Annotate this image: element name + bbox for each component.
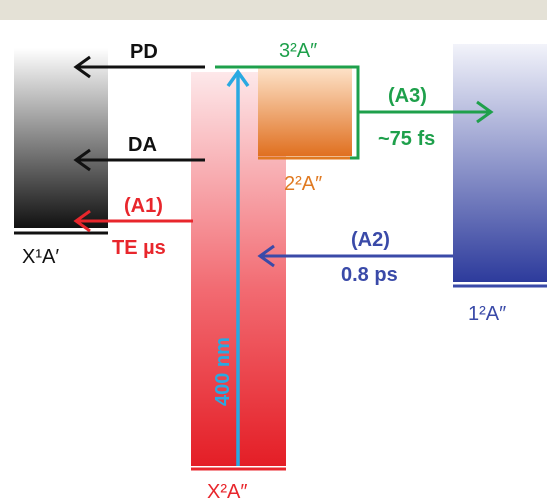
state-1A2-label: 1²A″ <box>468 303 506 325</box>
state-3A2-label: 3²A″ <box>279 40 317 62</box>
excitation-arrowhead <box>226 68 250 88</box>
a2-label: (A2) <box>351 229 390 251</box>
excitation-label: 400 nm <box>212 337 234 406</box>
a1-time: TE µs <box>112 237 166 259</box>
pd-arrowhead <box>73 55 91 79</box>
excited-state-label: X²A″ <box>207 481 247 503</box>
pd-label: PD <box>130 41 158 63</box>
state-1A2-block <box>453 44 547 282</box>
top-bar <box>0 0 547 20</box>
ground-state-block <box>14 48 108 228</box>
a2-time: 0.8 ps <box>341 264 398 286</box>
a2-arrowhead <box>257 244 275 268</box>
da-label: DA <box>128 134 157 156</box>
state-2A2-block <box>258 68 352 156</box>
a1-arrowhead <box>73 209 91 233</box>
ground-state-label: X¹A′ <box>22 246 59 268</box>
da-arrowhead <box>73 148 91 172</box>
state-2A2-label: 2²A″ <box>284 173 322 195</box>
a1-label: (A1) <box>124 195 163 217</box>
a3-label: (A3) <box>388 85 427 107</box>
a3-arrowhead <box>476 100 494 124</box>
a3-time: ~75 fs <box>378 128 435 150</box>
